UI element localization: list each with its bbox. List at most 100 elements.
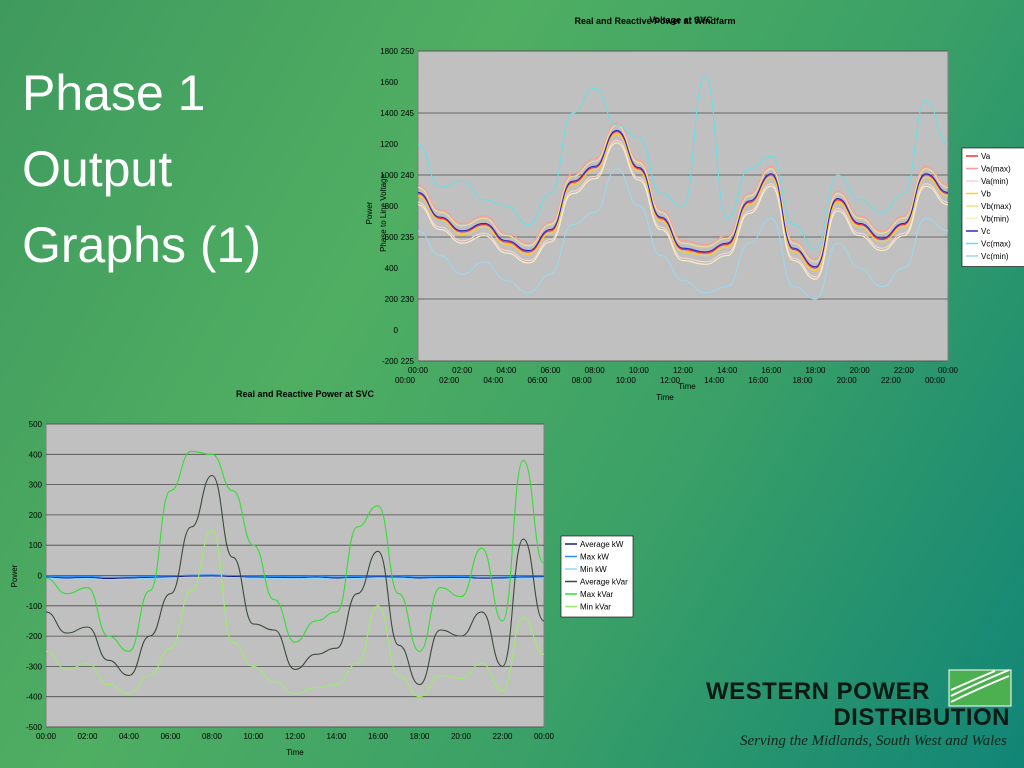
- y-tick-label: -300: [26, 662, 43, 671]
- series-line: [417, 142, 949, 280]
- chart-title: Real and Reactive Power at SVC: [236, 389, 375, 399]
- power-lines-icon: [948, 669, 1012, 707]
- x-tick-label: 22:00: [894, 366, 915, 375]
- x-tick-label: 08:00: [585, 366, 606, 375]
- x-tick-label: 12:00: [285, 732, 306, 741]
- x-tick-label: 04:00: [496, 366, 517, 375]
- x-tick-label-power: 10:00: [616, 376, 637, 385]
- y-tick-label-power: 600: [385, 233, 399, 242]
- legend-entry: Vc: [981, 227, 990, 236]
- company-logo: WESTERN POWER DISTRIBUTION Serving the M…: [700, 668, 1020, 763]
- legend-entry: Vb(max): [981, 202, 1012, 211]
- legend-entry: Average kW: [580, 540, 624, 549]
- legend-entry: Va: [981, 152, 991, 161]
- y-tick-label-power: 200: [385, 295, 399, 304]
- legend-entry: Min kW: [580, 565, 607, 574]
- legend-box: [560, 535, 634, 618]
- y-tick-label-power: 1000: [380, 171, 398, 180]
- logo-line-1: WESTERN POWER: [706, 678, 930, 705]
- y-tick-label: 300: [29, 481, 43, 490]
- x-tick-label: 16:00: [761, 366, 782, 375]
- legend-entry: Vc(min): [981, 252, 1009, 261]
- y-tick-label: 500: [29, 420, 43, 429]
- series-line: [417, 122, 949, 260]
- x-tick-label: 00:00: [408, 366, 429, 375]
- x-tick-label: 18:00: [805, 366, 826, 375]
- y-tick-label: 230: [401, 295, 415, 304]
- series-line: [417, 133, 949, 272]
- x-tick-label: 20:00: [850, 366, 871, 375]
- series-line: [417, 75, 949, 250]
- x-tick-label-power: 12:00: [660, 376, 681, 385]
- slide-title: Phase 1 Output Graphs (1): [22, 55, 352, 283]
- x-tick-label: 02:00: [77, 732, 98, 741]
- legend-entry: Vb(min): [981, 215, 1009, 224]
- series-line: [45, 450, 545, 652]
- y-tick-label: 225: [401, 357, 415, 366]
- y-tick-label: -500: [26, 723, 43, 732]
- y-tick-label-power: 800: [385, 202, 399, 211]
- x-tick-label-power: 16:00: [748, 376, 769, 385]
- x-axis-label-overlay: Time: [678, 382, 696, 391]
- logo-tagline: Serving the Midlands, South West and Wal…: [740, 733, 1007, 749]
- legend-entry: Vb: [981, 190, 991, 199]
- x-axis-label: Time: [656, 393, 674, 402]
- x-tick-label: 06:00: [160, 732, 181, 741]
- y-tick-label: 200: [29, 511, 43, 520]
- legend-entry: Average kVar: [580, 578, 628, 587]
- legend-entry: Va(max): [981, 165, 1011, 174]
- title-line-3: Graphs (1): [22, 217, 261, 273]
- y-tick-label: -400: [26, 693, 43, 702]
- series-line: [417, 124, 949, 263]
- legend-entry: Max kW: [580, 553, 609, 562]
- x-tick-label-power: 18:00: [792, 376, 813, 385]
- x-tick-label: 16:00: [368, 732, 389, 741]
- x-tick-label-power: 22:00: [881, 376, 902, 385]
- x-tick-label-power: 08:00: [572, 376, 593, 385]
- x-tick-label: 14:00: [326, 732, 347, 741]
- series-line: [417, 139, 949, 278]
- x-tick-label: 14:00: [717, 366, 738, 375]
- y-tick-label: -200: [26, 632, 43, 641]
- x-tick-label-power: 04:00: [483, 376, 504, 385]
- x-tick-label: 00:00: [534, 732, 555, 741]
- x-axis-label: Time: [286, 748, 304, 757]
- x-tick-label: 06:00: [540, 366, 561, 375]
- x-tick-label: 18:00: [409, 732, 430, 741]
- x-tick-label: 22:00: [492, 732, 513, 741]
- x-tick-label-power: 06:00: [527, 376, 548, 385]
- x-tick-label-power: 02:00: [439, 376, 460, 385]
- y-tick-label: -100: [26, 602, 43, 611]
- y-tick-label-power: 1800: [380, 47, 398, 56]
- x-tick-label: 10:00: [243, 732, 264, 741]
- series-line: [45, 574, 545, 578]
- x-tick-label: 02:00: [452, 366, 473, 375]
- y-tick-label: 0: [38, 572, 43, 581]
- series-line: [417, 131, 949, 269]
- legend-entry: Max kVar: [580, 590, 614, 599]
- series-line: [45, 575, 545, 580]
- series-line: [45, 576, 545, 581]
- series-line: [417, 168, 949, 300]
- y-tick-label: 400: [29, 450, 43, 459]
- y-tick-label-power: 400: [385, 264, 399, 273]
- x-tick-label: 00:00: [938, 366, 959, 375]
- x-tick-label: 04:00: [119, 732, 140, 741]
- y-tick-label-power: 1200: [380, 140, 398, 149]
- y-tick-label-power: -200: [382, 357, 399, 366]
- legend-entry: Vc(max): [981, 240, 1011, 249]
- y-tick-label: 100: [29, 541, 43, 550]
- x-tick-label-power: 20:00: [837, 376, 858, 385]
- series-line: [417, 129, 949, 268]
- x-tick-label-power: 00:00: [925, 376, 946, 385]
- x-tick-label: 20:00: [451, 732, 472, 741]
- logo-line-2: DISTRIBUTION: [833, 704, 1010, 731]
- x-tick-label: 12:00: [673, 366, 694, 375]
- x-tick-label: 08:00: [202, 732, 223, 741]
- y-tick-label-power: 0: [394, 326, 399, 335]
- y-tick-label-power: 1600: [380, 78, 398, 87]
- y-tick-label: 235: [401, 233, 415, 242]
- x-tick-label: 00:00: [36, 732, 57, 741]
- series-line: [45, 529, 545, 698]
- x-tick-label-power: 14:00: [704, 376, 725, 385]
